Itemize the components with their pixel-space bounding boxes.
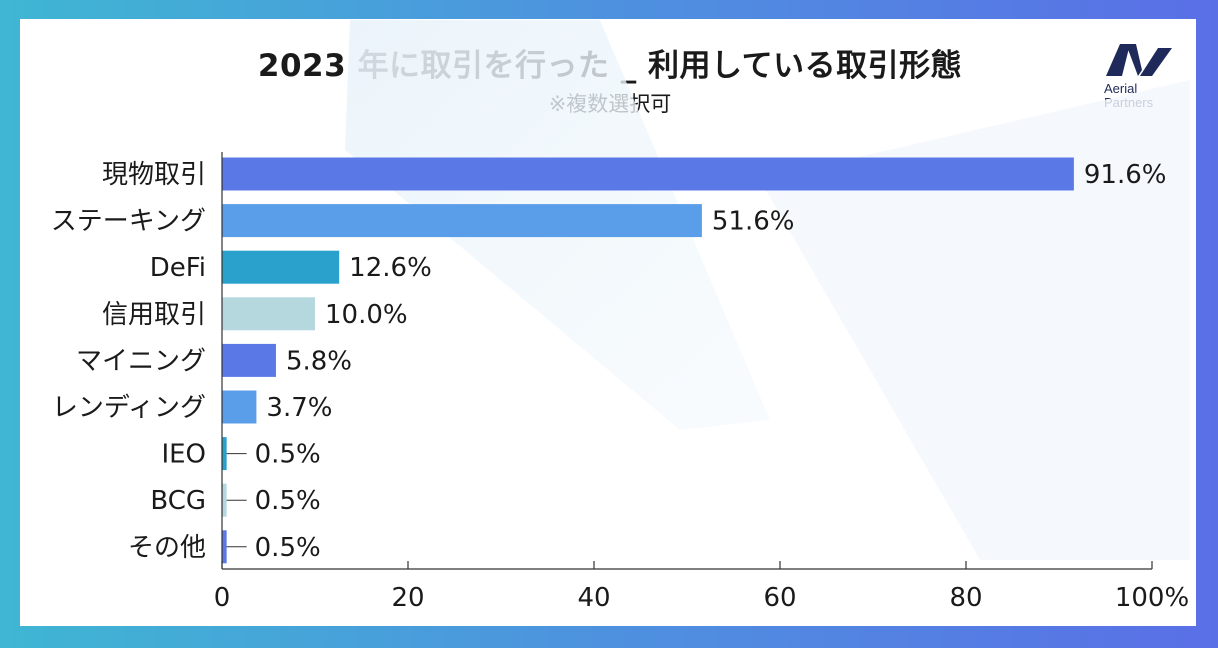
value-label: 5.8% (286, 346, 352, 376)
bar-9 (222, 530, 227, 564)
bar-2 (222, 204, 702, 238)
category-label: 信用取引 (102, 300, 206, 330)
bar-6 (222, 390, 257, 424)
bar-7 (222, 437, 227, 471)
x-tick-label: 100% (1115, 583, 1189, 613)
x-tick-label: 60 (763, 583, 796, 613)
value-label: 0.5% (255, 486, 321, 516)
category-label: 現物取引 (102, 160, 206, 190)
category-label: マイニング (76, 346, 206, 376)
value-label: 91.6% (1084, 160, 1167, 190)
category-label: レンディング (52, 393, 206, 423)
logo-line1: Aerial (1104, 81, 1138, 96)
x-tick-label: 80 (949, 583, 982, 613)
value-label: 51.6% (712, 207, 795, 237)
aerial-partners-logo-icon (1106, 44, 1172, 76)
category-label: IEO (161, 440, 206, 470)
value-label: 10.0% (325, 300, 408, 330)
value-label: 0.5% (255, 440, 321, 470)
x-tick-label: 40 (577, 583, 610, 613)
plot-area: 現物取引 91.6% ステーキング 51.6% DeFi 12.6% 信用取引 10.0% マイ… (51, 152, 1189, 613)
x-tick-label: 0 (214, 583, 231, 613)
value-label: 3.7% (266, 393, 332, 423)
x-tick-label: 20 (391, 583, 424, 613)
bar-1 (222, 157, 1074, 191)
bar-5 (222, 343, 276, 377)
background-watermark-shape-right (760, 80, 1190, 560)
category-label: その他 (128, 533, 206, 563)
value-label: 0.5% (255, 533, 321, 563)
bar-3 (222, 250, 340, 284)
category-label: DeFi (150, 253, 206, 283)
category-label: ステーキング (51, 207, 206, 237)
bar-4 (222, 297, 315, 331)
bar-8 (222, 483, 227, 517)
category-label: BCG (150, 486, 206, 516)
value-label: 12.6% (349, 253, 432, 283)
